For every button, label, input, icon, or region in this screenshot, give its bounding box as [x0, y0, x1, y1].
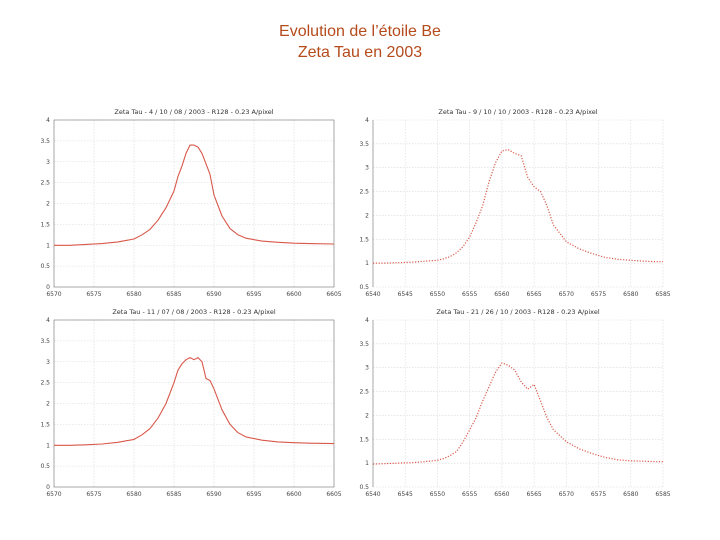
chart-4-y-tick-label: 2.5 [359, 389, 369, 396]
chart-3-x-tick-label: 6590 [206, 491, 221, 498]
chart-1-x-tick-label: 6600 [286, 291, 301, 298]
chart-1-y-tick-label: 0.5 [40, 263, 50, 270]
chart-3-spectrum-line [54, 357, 335, 446]
chart-1-y-tick-label: 3.5 [40, 138, 50, 145]
chart-3-y-tick-label: 2.5 [40, 380, 50, 387]
chart-3-y-tick-label: 4 [46, 317, 50, 324]
chart-3-x-tick-label: 6585 [166, 491, 181, 498]
chart-4-y-tick-label: 0.5 [359, 484, 369, 491]
chart-3-x-tick-label: 6580 [126, 491, 141, 498]
chart-4-y-tick-label: 2 [365, 412, 369, 419]
chart-4-x-tick-label: 6545 [398, 491, 413, 498]
chart-2-y-tick-label: 2 [365, 212, 369, 219]
slide-title-line-2: Zeta Tau en 2003 [297, 44, 423, 61]
chart-4-y-tick-label: 1.5 [359, 436, 369, 443]
chart-1-spectrum-line [54, 144, 335, 246]
chart-1-y-tick-label: 0 [46, 284, 50, 291]
chart-3-y-tick-label: 3 [46, 359, 50, 366]
chart-3-y-tick-label: 0.5 [40, 463, 50, 470]
chart-2-x-tick-label: 6560 [494, 291, 509, 298]
chart-2-y-tick-label: 1 [365, 260, 369, 267]
chart-4-y-tick-label: 4 [365, 317, 369, 324]
chart-1-x-tick-label: 6580 [126, 291, 141, 298]
chart-2-x-tick-label: 6540 [365, 291, 380, 298]
chart-2-x-tick-label: 6565 [526, 291, 541, 298]
chart-4-x-tick-label: 6560 [494, 491, 509, 498]
chart-1-x-tick-label: 6605 [326, 291, 341, 298]
chart-3-x-tick-label: 6595 [246, 491, 261, 498]
chart-2-y-tick-label: 2.5 [359, 189, 369, 196]
chart-2-spectrum-line [373, 149, 663, 264]
chart-1-plot-frame [53, 119, 335, 288]
chart-4-title: Zeta Tau - 21 / 26 / 10 / 2003 - R128 - … [436, 308, 599, 316]
chart-1-y-tick-label: 3 [46, 159, 50, 166]
chart-1-y-tick-label: 2 [46, 201, 50, 208]
chart-4-x-tick-label: 6540 [365, 491, 380, 498]
chart-2-y-tick-label: 1.5 [359, 236, 369, 243]
chart-3-plot-frame [53, 319, 335, 488]
chart-2-x-tick-label: 6570 [559, 291, 574, 298]
chart-3-y-tick-label: 1.5 [40, 421, 50, 428]
chart-1-x-tick-label: 6570 [46, 291, 61, 298]
chart-4-x-tick-label: 6550 [430, 491, 445, 498]
chart-4-x-tick-label: 6585 [655, 491, 670, 498]
chart-2-x-tick-label: 6585 [655, 291, 670, 298]
chart-1-y-tick-label: 4 [46, 117, 50, 124]
chart-1-title: Zeta Tau - 4 / 10 / 08 / 2003 - R128 - 0… [114, 108, 273, 116]
chart-4-x-tick-label: 6575 [591, 491, 606, 498]
chart-4-x-tick-label: 6580 [623, 491, 638, 498]
chart-1-x-tick-label: 6575 [86, 291, 101, 298]
chart-2-y-tick-label: 0.5 [359, 284, 369, 291]
chart-4-y-tick-label: 3.5 [359, 341, 369, 348]
chart-3-x-tick-label: 6600 [286, 491, 301, 498]
chart-2-x-tick-label: 6575 [591, 291, 606, 298]
chart-2-y-tick-label: 3.5 [359, 141, 369, 148]
spectrum-chart-2: Zeta Tau - 9 / 10 / 10 / 2003 - R128 - 0… [359, 108, 670, 298]
chart-4-y-tick-label: 3 [365, 365, 369, 372]
chart-3-title: Zeta Tau - 11 / 07 / 08 / 2003 - R128 - … [112, 308, 275, 316]
chart-2-y-tick-label: 4 [365, 117, 369, 124]
spectrum-chart-1: Zeta Tau - 4 / 10 / 08 / 2003 - R128 - 0… [40, 108, 341, 298]
chart-2-y-tick-label: 3 [365, 165, 369, 172]
chart-4-x-tick-label: 6565 [526, 491, 541, 498]
chart-1-x-tick-label: 6590 [206, 291, 221, 298]
chart-2-x-tick-label: 6555 [462, 291, 477, 298]
chart-4-x-tick-label: 6570 [559, 491, 574, 498]
chart-2-title: Zeta Tau - 9 / 10 / 10 / 2003 - R128 - 0… [438, 108, 597, 116]
chart-2-x-tick-label: 6580 [623, 291, 638, 298]
chart-1-x-tick-label: 6585 [166, 291, 181, 298]
chart-3-x-tick-label: 6570 [46, 491, 61, 498]
chart-3-y-tick-label: 2 [46, 401, 50, 408]
chart-4-spectrum-line [372, 362, 663, 465]
spectrum-chart-4: Zeta Tau - 21 / 26 / 10 / 2003 - R128 - … [359, 308, 670, 498]
chart-1-y-tick-label: 1 [46, 242, 50, 249]
chart-3-x-tick-label: 6605 [326, 491, 341, 498]
spectrum-chart-3: Zeta Tau - 11 / 07 / 08 / 2003 - R128 - … [40, 308, 341, 498]
chart-3-y-tick-label: 1 [46, 442, 50, 449]
chart-3-x-tick-label: 6575 [86, 491, 101, 498]
slide-title-line-1: Evolution de l’étoile Be [279, 23, 441, 40]
chart-2-x-tick-label: 6545 [398, 291, 413, 298]
chart-4-x-tick-label: 6555 [462, 491, 477, 498]
chart-4-y-tick-label: 1 [365, 460, 369, 467]
chart-3-y-tick-label: 0 [46, 484, 50, 491]
chart-3-y-tick-label: 3.5 [40, 338, 50, 345]
chart-1-y-tick-label: 1.5 [40, 221, 50, 228]
chart-1-x-tick-label: 6595 [246, 291, 261, 298]
chart-1-y-tick-label: 2.5 [40, 180, 50, 187]
chart-2-x-tick-label: 6550 [430, 291, 445, 298]
